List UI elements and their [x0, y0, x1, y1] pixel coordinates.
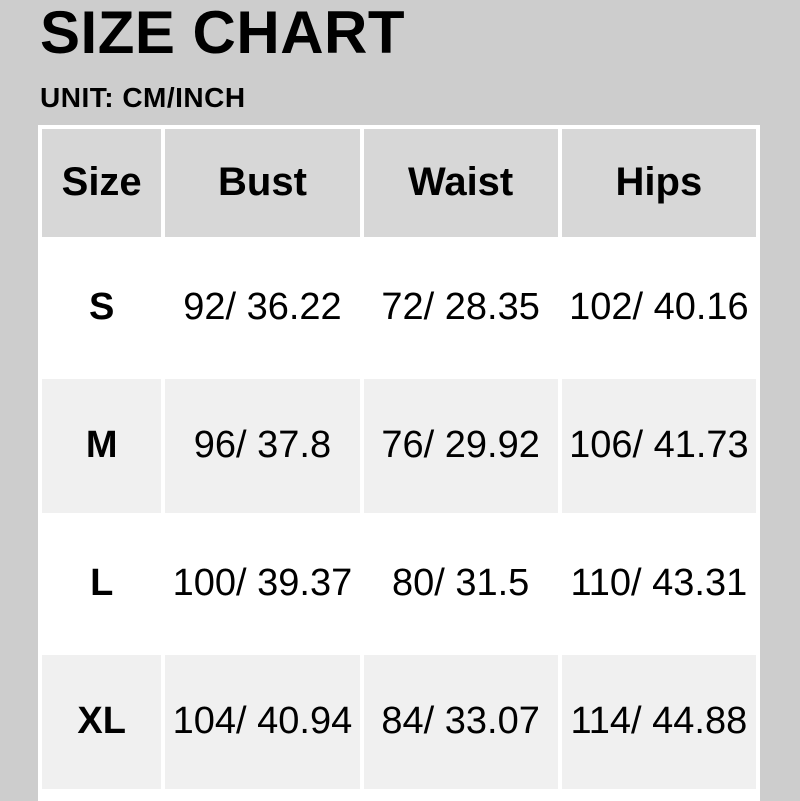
cell-size-xl: XL: [42, 654, 162, 789]
header-cell-hips: Hips: [561, 128, 756, 237]
cell-waist-xl: 84/ 33.07: [363, 654, 558, 789]
table-row-s: S 92/ 36.22 72/ 28.35 102/ 40.16: [42, 240, 756, 375]
cell-bust-xl: 104/ 40.94: [165, 654, 360, 789]
unit-label: UNIT: CM/INCH: [40, 82, 246, 114]
table-header-row: Size Bust Waist Hips: [42, 128, 756, 237]
cell-hips-xl: 114/ 44.88: [561, 654, 756, 789]
cell-waist-s: 72/ 28.35: [363, 240, 558, 375]
cell-waist-l: 80/ 31.5: [363, 516, 558, 651]
page-header: SIZE CHART UNIT: CM/INCH: [0, 0, 800, 114]
cell-hips-m: 106/ 41.73: [561, 378, 756, 513]
cell-bust-s: 92/ 36.22: [165, 240, 360, 375]
cell-hips-s: 102/ 40.16: [561, 240, 756, 375]
table-row-xl: XL 104/ 40.94 84/ 33.07 114/ 44.88: [42, 654, 756, 789]
cell-size-l: L: [42, 516, 162, 651]
table-row-l: L 100/ 39.37 80/ 31.5 110/ 43.31: [42, 516, 756, 651]
page-title: SIZE CHART: [40, 0, 405, 66]
size-chart-table: Size Bust Waist Hips S 92/ 36.22 72/ 28.…: [38, 124, 760, 793]
header-cell-size: Size: [42, 128, 162, 237]
cell-size-m: M: [42, 378, 162, 513]
header-cell-bust: Bust: [165, 128, 360, 237]
header-cell-waist: Waist: [363, 128, 558, 237]
table-row-m: M 96/ 37.8 76/ 29.92 106/ 41.73: [42, 378, 756, 513]
cell-waist-m: 76/ 29.92: [363, 378, 558, 513]
size-chart-table-wrap: Size Bust Waist Hips S 92/ 36.22 72/ 28.…: [38, 124, 760, 793]
cell-bust-m: 96/ 37.8: [165, 378, 360, 513]
cell-size-s: S: [42, 240, 162, 375]
cell-bust-l: 100/ 39.37: [165, 516, 360, 651]
cell-hips-l: 110/ 43.31: [561, 516, 756, 651]
next-row-clipped-strip: [38, 792, 760, 801]
